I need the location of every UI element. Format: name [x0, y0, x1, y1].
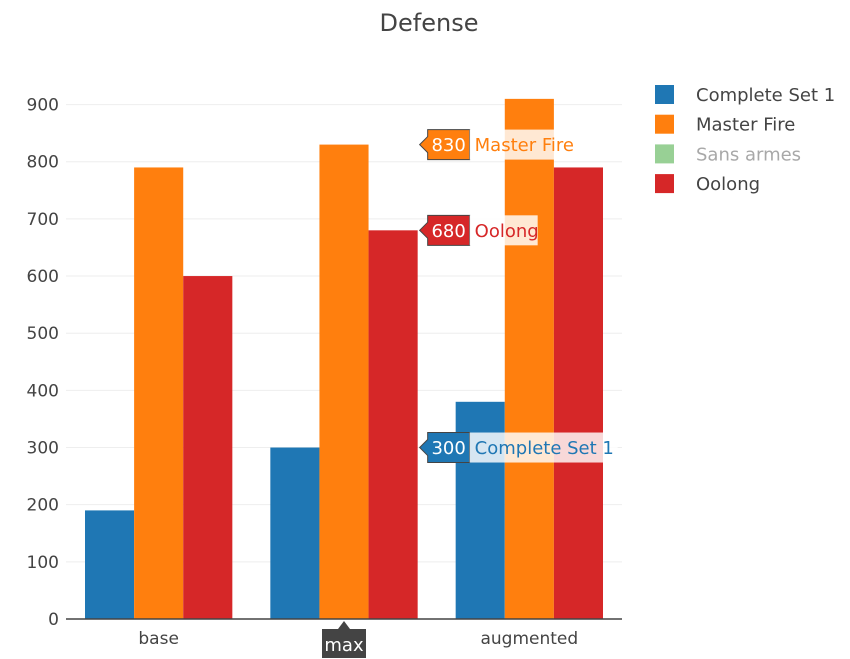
hover-value: 830	[431, 135, 465, 156]
hover-name-bg	[469, 432, 618, 463]
x-axis: base max augmented	[138, 621, 578, 658]
hover-name-bg	[469, 215, 538, 246]
legend-label: Complete Set 1	[696, 85, 835, 106]
hover-labels: 830 Master Fire 680 Oolong 300 Complete Set 1	[418, 129, 618, 464]
hover-name-bg	[469, 129, 588, 160]
bar-oolong-max[interactable]	[368, 230, 418, 620]
chart-title: Defense	[380, 9, 479, 37]
y-tick-label: 500	[27, 324, 59, 344]
y-tick-label: 100	[27, 553, 59, 573]
hover-series-name: Oolong	[475, 221, 539, 242]
hover-label-complete-set-1: 300 Complete Set 1	[418, 432, 618, 464]
hover-value: 680	[431, 221, 465, 242]
bar-master-fire-max[interactable]	[319, 144, 369, 619]
y-tick-label: 800	[27, 153, 59, 173]
legend-swatch	[655, 114, 674, 134]
x-tick-label: base	[138, 629, 179, 649]
bar-master-fire-base[interactable]	[134, 167, 184, 619]
x-tick-label: max	[324, 635, 364, 656]
legend-label: Oolong	[696, 174, 760, 195]
hover-series-name: Master Fire	[475, 135, 574, 156]
hover-label-master-fire: 830 Master Fire	[418, 129, 588, 161]
legend-label: Master Fire	[696, 115, 795, 136]
x-hover-box	[322, 621, 366, 658]
y-tick-label: 400	[27, 381, 59, 401]
hover-series-name: Complete Set 1	[475, 438, 614, 459]
legend-item-master-fire[interactable]: Master Fire	[655, 114, 795, 136]
bar-oolong-augmented[interactable]	[553, 167, 603, 619]
legend-label: Sans armes	[696, 144, 801, 165]
legend-item-oolong[interactable]: Oolong	[655, 174, 760, 195]
x-tick-label: augmented	[480, 629, 578, 649]
legend-item-complete-set-1[interactable]: Complete Set 1	[655, 85, 835, 106]
y-tick-label: 600	[27, 267, 59, 287]
legend-swatch	[655, 85, 674, 104]
hover-label-oolong: 680 Oolong	[418, 214, 539, 246]
legend-swatch	[655, 144, 674, 164]
legend[interactable]: Complete Set 1 Master Fire Sans armes Oolon…	[655, 85, 835, 195]
y-tick-label: 200	[27, 496, 59, 516]
bar-master-fire-augmented[interactable]	[504, 98, 554, 619]
legend-swatch	[655, 174, 674, 194]
x-hover-label: max	[322, 621, 366, 658]
hover-value: 300	[431, 438, 465, 459]
legend-item-sans-armes[interactable]: Sans armes	[655, 144, 801, 165]
bar-complete-set-1-max[interactable]	[270, 447, 320, 619]
y-axis: 0 100 200 300 400 500 600 700 800 900	[27, 96, 59, 630]
bar-complete-set-1-base[interactable]	[85, 510, 135, 619]
y-tick-label: 300	[27, 439, 59, 459]
bar-oolong-base[interactable]	[183, 276, 233, 619]
y-tick-label: 700	[27, 210, 59, 230]
bars[interactable]	[85, 98, 603, 620]
y-tick-label: 900	[27, 96, 59, 116]
y-tick-label: 0	[48, 610, 59, 630]
